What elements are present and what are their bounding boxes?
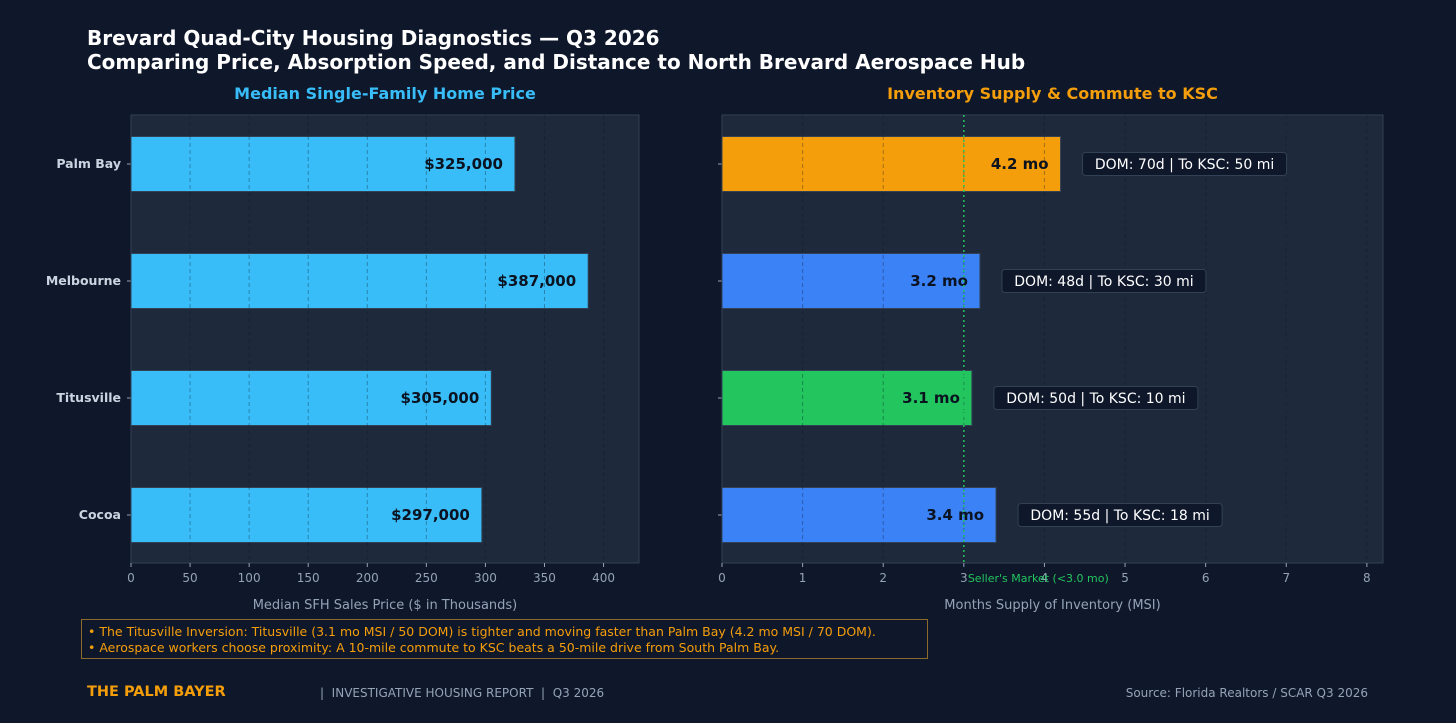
annotation-box [993, 386, 1199, 410]
category-label: Melbourne [46, 273, 121, 288]
x-tick-label: 6 [1202, 571, 1210, 585]
x-tick-label: 400 [592, 571, 615, 585]
bar [130, 487, 483, 543]
x-tick-label: 4 [1041, 571, 1049, 585]
note-1: • The Titusville Inversion: Titusville (… [88, 624, 876, 639]
page-title: Brevard Quad-City Housing Diagnostics — … [87, 26, 1025, 74]
chart-title: Inventory Supply & Commute to KSC [887, 84, 1218, 103]
annotation-text: DOM: 55d | To KSC: 18 mi [1030, 508, 1209, 524]
annotation-box [1017, 503, 1223, 527]
insight-notes: • The Titusville Inversion: Titusville (… [81, 619, 928, 659]
category-label: Palm Bay [56, 156, 121, 171]
data-label: 3.4 mo [926, 506, 984, 524]
x-tick-label: 250 [415, 571, 438, 585]
x-tick-label: 150 [297, 571, 320, 585]
x-axis-label: Median SFH Sales Price ($ in Thousands) [253, 598, 518, 613]
x-tick-label: 50 [182, 571, 197, 585]
report-tagline: | INVESTIGATIVE HOUSING REPORT | Q3 2026 [320, 686, 605, 700]
x-axis-label: Months Supply of Inventory (MSI) [944, 598, 1160, 613]
bar [721, 253, 981, 309]
annotation-box [1082, 152, 1288, 176]
brand-name: THE PALM BAYER [87, 684, 226, 700]
annotation-text: DOM: 50d | To KSC: 10 mi [1006, 391, 1185, 407]
bar [130, 370, 492, 426]
bar [721, 487, 997, 543]
category-label: Cocoa [79, 507, 121, 522]
bar [130, 136, 516, 192]
title-line-2: Comparing Price, Absorption Speed, and D… [87, 50, 1026, 74]
x-tick-label: 7 [1282, 571, 1290, 585]
x-tick-label: 100 [238, 571, 261, 585]
data-label: 4.2 mo [991, 155, 1049, 173]
bar [130, 253, 589, 309]
x-tick-label: 8 [1363, 571, 1371, 585]
annotation-text: DOM: 48d | To KSC: 30 mi [1014, 274, 1193, 290]
data-label: $305,000 [401, 389, 480, 407]
chart-title: Median Single-Family Home Price [234, 84, 536, 103]
data-label: $325,000 [424, 155, 503, 173]
annotation-box [1001, 269, 1207, 293]
data-label: $297,000 [391, 506, 470, 524]
annotation-text: DOM: 70d | To KSC: 50 mi [1095, 157, 1274, 173]
bar [721, 136, 1062, 192]
price-chart: Median Single-Family Home Price 0 50 100 150… [46, 84, 640, 613]
data-label: $387,000 [497, 272, 576, 290]
x-tick-label: 0 [127, 571, 135, 585]
x-tick-label: 2 [879, 571, 887, 585]
x-tick-label: 200 [356, 571, 379, 585]
x-tick-label: 3 [960, 571, 968, 585]
x-tick-label: 300 [474, 571, 497, 585]
data-label: 3.1 mo [902, 389, 960, 407]
reference-line-label: Seller's Market (<3.0 mo) [968, 572, 1109, 585]
inventory-chart: Inventory Supply & Commute to KSC 0 1 2 3 4 5 6… [718, 84, 1384, 613]
x-tick-label: 350 [533, 571, 556, 585]
bar [721, 370, 973, 426]
data-label: 3.2 mo [910, 272, 968, 290]
x-tick-label: 0 [718, 571, 726, 585]
source-credit: Source: Florida Realtors / SCAR Q3 2026 [1125, 686, 1368, 700]
note-2: • Aerospace workers choose proximity: A … [88, 640, 780, 655]
title-line-1: Brevard Quad-City Housing Diagnostics — … [87, 26, 660, 50]
category-label: Titusville [56, 390, 121, 405]
x-tick-label: 1 [799, 571, 807, 585]
x-tick-label: 5 [1121, 571, 1129, 585]
